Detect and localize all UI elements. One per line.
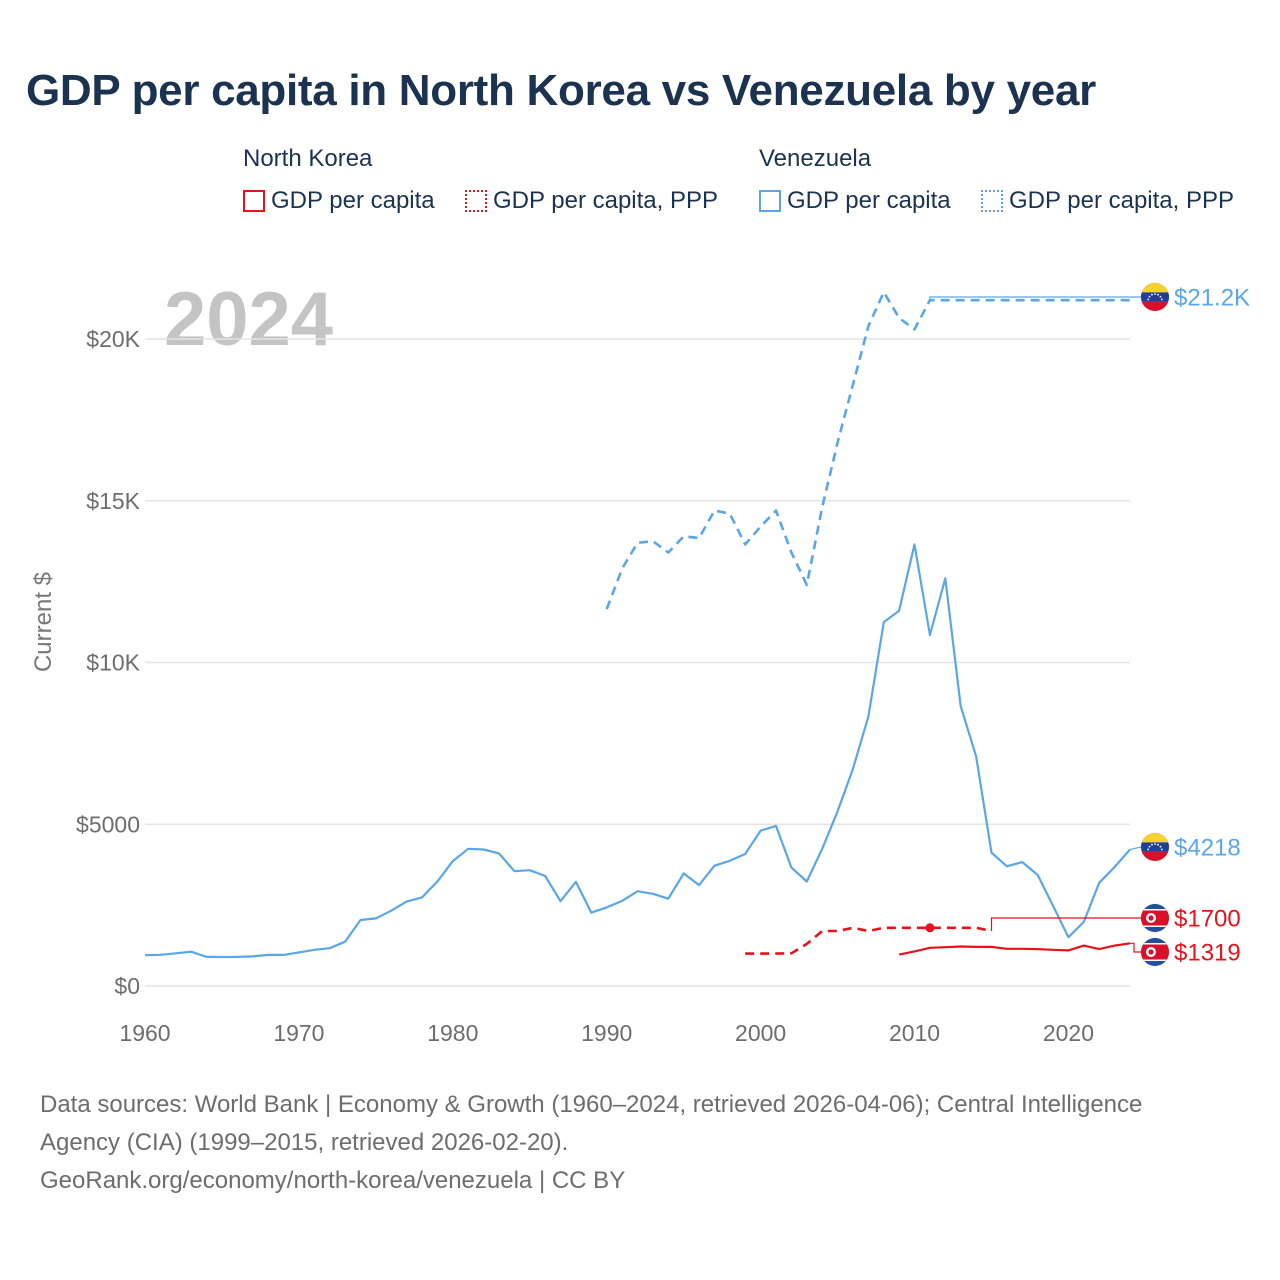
end-value-label: $4218 — [1174, 835, 1241, 862]
x-tick-label: 2020 — [1043, 1020, 1094, 1046]
end-label-connector — [1129, 846, 1142, 851]
venezuela-flag-icon — [1140, 282, 1170, 312]
end-value-label: $1700 — [1174, 906, 1241, 933]
end-value-label: $21.2K — [1174, 285, 1250, 312]
y-tick-label: $5000 — [76, 811, 140, 837]
legend-label-venezuela-gdp: GDP per capita — [787, 187, 951, 214]
legend-label-north-korea-gdp: GDP per capita — [271, 187, 435, 214]
series-line-north-korea-gdp-per-capita[interactable] — [898, 942, 1131, 956]
legend-group-venezuela: Venezuela — [759, 145, 872, 172]
x-tick-label: 1980 — [427, 1020, 478, 1046]
legend-group-north-korea: North Korea — [243, 145, 373, 172]
source-line-2: Agency (CIA) (1999–2015, retrieved 2026-… — [40, 1129, 569, 1156]
x-tick-label: 2010 — [889, 1020, 940, 1046]
legend-label-north-korea-gdp-ppp: GDP per capita, PPP — [493, 187, 718, 214]
legend-item-north-korea-gdp-ppp[interactable]: GDP per capita, PPP — [465, 187, 718, 215]
series-line-venezuela-gdp-per-capita[interactable] — [144, 543, 1131, 959]
year-watermark: 2024 — [164, 277, 334, 362]
y-tick-label: $15K — [86, 488, 140, 514]
y-tick-label: $20K — [86, 326, 140, 352]
source-line-1: Data sources: World Bank | Economy & Gro… — [40, 1091, 1143, 1118]
legend-swatch-venezuela-gdp-ppp — [981, 190, 1003, 212]
source-line-3[interactable]: GeoRank.org/economy/north-korea/venezuel… — [40, 1167, 626, 1194]
y-tick-label: $0 — [114, 973, 140, 999]
end-value-label: $1319 — [1174, 940, 1241, 967]
venezuela-flag-icon — [1140, 832, 1170, 862]
legend-item-venezuela-gdp-ppp[interactable]: GDP per capita, PPP — [981, 187, 1234, 215]
north-korea-flag-icon — [1140, 937, 1170, 967]
end-label-connector — [990, 917, 1141, 932]
legend-item-north-korea-gdp[interactable]: GDP per capita — [243, 187, 435, 215]
legend-item-venezuela-gdp[interactable]: GDP per capita — [759, 187, 951, 215]
series-point[interactable] — [925, 923, 935, 933]
x-tick-label: 1990 — [581, 1020, 632, 1046]
end-label-connector — [1130, 942, 1141, 953]
end-label-connector — [929, 296, 1141, 301]
north-korea-flag-icon — [1140, 903, 1170, 933]
source-note: Data sources: World Bank | Economy & Gro… — [40, 1086, 1250, 1200]
x-tick-label: 2000 — [735, 1020, 786, 1046]
chart-area: $0 $5000 $10K $15K $20K 1960 1970 1980 1990 2000 2… — [76, 282, 1250, 1046]
series-line-venezuela-gdp-per-capita-ppp[interactable] — [605, 290, 1130, 610]
series-line-north-korea-gdp-per-capita-ppp[interactable] — [745, 926, 992, 955]
legend-swatch-venezuela-gdp — [759, 190, 781, 212]
chart-title: GDP per capita in North Korea vs Venezue… — [26, 66, 1096, 115]
x-tick-label: 1970 — [273, 1020, 324, 1046]
legend-swatch-north-korea-gdp-ppp — [465, 190, 487, 212]
legend-label-venezuela-gdp-ppp: GDP per capita, PPP — [1009, 187, 1234, 214]
legend-swatch-north-korea-gdp — [243, 190, 265, 212]
x-tick-label: 1960 — [119, 1020, 170, 1046]
y-tick-label: $10K — [86, 650, 140, 676]
